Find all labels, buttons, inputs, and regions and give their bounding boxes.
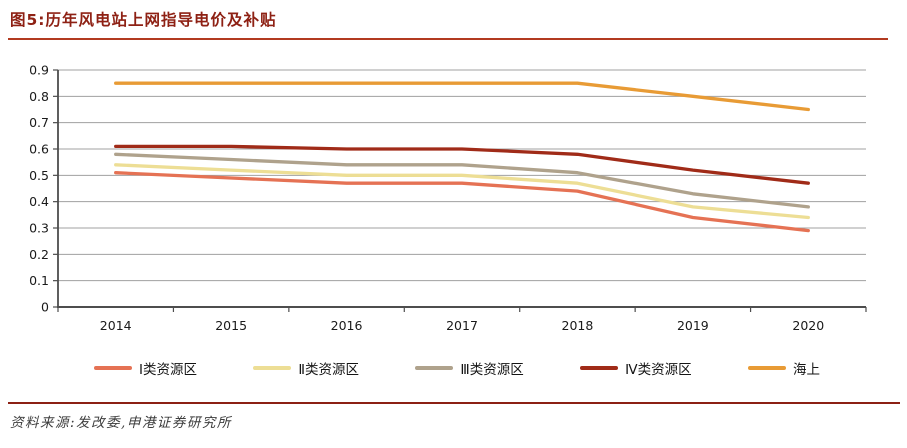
y-tick-label: 0 (41, 300, 49, 315)
legend-label: Ⅱ类资源区 (298, 362, 360, 378)
legend-label: Ⅰ类资源区 (139, 362, 197, 378)
x-tick-label: 2015 (215, 318, 247, 333)
legend-label: Ⅲ类资源区 (460, 362, 524, 378)
legend-swatch (415, 366, 454, 370)
y-tick-label: 0.2 (29, 247, 49, 262)
title-rule (8, 38, 888, 40)
x-tick-label: 2018 (562, 318, 594, 333)
legend-swatch (94, 366, 132, 370)
series-line (114, 144, 810, 185)
figure-title: 图5:历年风电站上网指导电价及补贴 (10, 11, 277, 29)
legend-label: Ⅳ类资源区 (625, 362, 692, 378)
y-tick-label: 0.8 (29, 89, 49, 104)
series-line (114, 152, 810, 209)
x-tick-label: 2016 (331, 318, 363, 333)
y-tick-label: 0.5 (29, 168, 49, 183)
y-tick-label: 0.6 (29, 142, 49, 157)
y-tick-label: 0.9 (29, 63, 49, 78)
legend-item: Ⅳ类资源区 (580, 358, 692, 378)
legend-swatch (747, 366, 786, 370)
source-text: 资料来源:发改委,申港证券研究所 (10, 415, 232, 431)
x-tick-label: 2014 (100, 318, 132, 333)
source-rule (8, 402, 900, 404)
y-tick-label: 0.3 (29, 221, 49, 236)
legend-item: 海上 (747, 358, 820, 378)
series-line (114, 81, 810, 112)
legend-item: Ⅰ类资源区 (94, 358, 197, 378)
x-tick-label: 2017 (446, 318, 478, 333)
legend-swatch (580, 366, 619, 370)
y-tick-label: 0.1 (29, 273, 49, 288)
chart-legend: Ⅰ类资源区 Ⅱ类资源区 Ⅲ类资源区 Ⅳ类资源区 海上 (94, 358, 820, 378)
series-line (114, 171, 810, 233)
series-line (114, 163, 810, 220)
legend-item: Ⅲ类资源区 (415, 358, 524, 378)
legend-item: Ⅱ类资源区 (253, 358, 359, 378)
x-tick-label: 2020 (792, 318, 824, 333)
y-tick-label: 0.4 (29, 194, 49, 209)
y-tick-label: 0.7 (29, 115, 49, 130)
legend-swatch (253, 366, 292, 370)
x-tick-label: 2019 (677, 318, 709, 333)
legend-label: 海上 (792, 362, 820, 378)
